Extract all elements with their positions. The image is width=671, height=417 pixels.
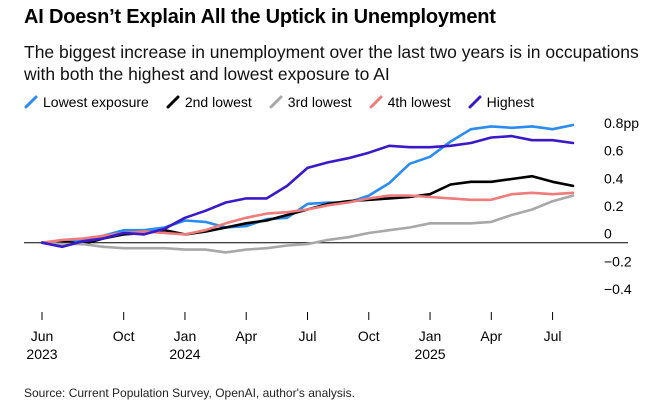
- chart-subtitle: The biggest increase in unemployment ove…: [24, 42, 639, 84]
- y-tick-label: −0.2: [604, 253, 632, 269]
- y-tick-label: 0: [604, 226, 612, 242]
- legend-swatch-icon: [369, 95, 383, 109]
- legend-label: 4th lowest: [387, 94, 451, 110]
- legend-label: 2nd lowest: [184, 94, 252, 110]
- source-note: Source: Current Population Survey, OpenA…: [24, 386, 355, 400]
- legend-item: 4th lowest: [369, 94, 451, 110]
- x-tick-label: Jul: [544, 328, 562, 344]
- legend-item: Highest: [468, 94, 534, 110]
- legend-swatch-icon: [24, 95, 38, 109]
- legend-swatch-icon: [166, 95, 180, 109]
- series-line-lowest-exposure: [40, 123, 575, 244]
- chart-legend: Lowest exposure 2nd lowest 3rd lowest 4th l…: [24, 94, 551, 112]
- x-tick-label: Oct: [358, 328, 380, 344]
- legend-swatch-icon: [269, 95, 283, 109]
- x-tick-label: Jun: [31, 328, 54, 344]
- series-line-highest: [40, 134, 575, 249]
- legend-item: 2nd lowest: [166, 94, 252, 110]
- legend-label: 3rd lowest: [287, 94, 352, 110]
- x-tick-label: Apr: [480, 328, 502, 344]
- legend-item: 3rd lowest: [269, 94, 352, 110]
- x-tick-label: Oct: [113, 328, 135, 344]
- legend-label: Highest: [486, 94, 535, 110]
- y-tick-label: −0.4: [604, 281, 632, 297]
- chart-title: AI Doesn’t Explain All the Uptick in Une…: [24, 6, 496, 28]
- x-tick-label: Jan: [419, 328, 442, 344]
- y-tick-label: 0.8pp: [604, 115, 639, 131]
- x-tick-year: 2023: [26, 346, 57, 362]
- y-tick-label: 0.2: [604, 198, 624, 214]
- x-tick-label: Jul: [299, 328, 317, 344]
- y-tick-label: 0.4: [604, 170, 624, 186]
- x-tick-year: 2024: [169, 346, 200, 362]
- x-tick-label: Apr: [235, 328, 257, 344]
- legend-item: Lowest exposure: [24, 94, 149, 110]
- y-tick-label: 0.6: [604, 143, 624, 159]
- legend-label: Lowest exposure: [43, 94, 149, 110]
- legend-swatch-icon: [468, 95, 482, 109]
- series-line-3rd-lowest: [40, 194, 575, 254]
- x-tick-label: Jan: [174, 328, 197, 344]
- x-tick-year: 2025: [414, 346, 445, 362]
